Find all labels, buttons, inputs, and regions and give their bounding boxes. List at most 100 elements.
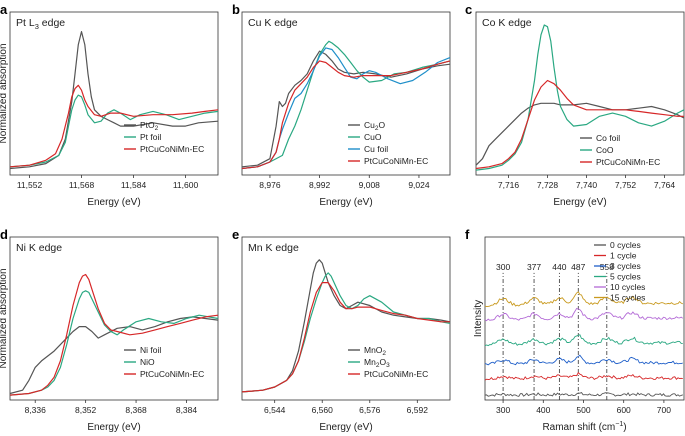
x-tick-label: 7,752	[615, 180, 637, 190]
reference-label: 377	[527, 262, 541, 272]
x-tick-label: 9,008	[359, 180, 381, 190]
x-tick-label: 8,368	[125, 405, 147, 415]
x-tick-label: 8,352	[75, 405, 97, 415]
x-tick-label: 11,584	[121, 180, 147, 190]
x-axis-label: Energy (eV)	[319, 422, 372, 433]
x-tick-label: 11,568	[69, 180, 95, 190]
panel-title: Ni K edge	[16, 242, 62, 254]
plot-frame	[475, 11, 685, 176]
x-tick-label: 7,740	[576, 180, 598, 190]
x-axis-label: Energy (eV)	[553, 197, 606, 208]
legend-label: PtCuCoNiMn-EC	[140, 369, 204, 379]
x-tick-label: 9,024	[408, 180, 430, 190]
x-tick-label: 7,764	[654, 180, 676, 190]
series-line	[9, 290, 219, 396]
series-line	[9, 273, 219, 396]
y-axis-label: Intensity	[473, 300, 484, 337]
panel-letter: f	[465, 227, 470, 242]
x-tick-label: 8,384	[176, 405, 198, 415]
raman-spectrum	[484, 334, 683, 347]
legend-label: PtCuCoNiMn-EC	[140, 144, 204, 154]
panel-letter: a	[0, 2, 8, 17]
series-line	[9, 316, 219, 395]
panel-title: Cu K edge	[248, 17, 298, 29]
legend-label: CoO	[596, 145, 614, 155]
series-line	[241, 282, 450, 393]
series-line	[9, 94, 219, 168]
legend-label: Ni foil	[140, 345, 161, 355]
panel-letter: d	[0, 227, 8, 242]
series-line	[241, 60, 451, 170]
y-axis-label: Normalized absorption	[0, 268, 9, 368]
plot-frame	[9, 11, 219, 176]
legend-label: 1 cycle	[610, 251, 637, 261]
x-tick-label: 7,728	[537, 180, 559, 190]
panel-title: Pt L3 edge	[16, 17, 65, 31]
legend-label: 15 cycles	[610, 293, 645, 303]
panel-d: d Ni K edge 8,336 8,352 8,368 8,384 Energy (eV…	[0, 227, 219, 433]
legend-label: Pt foil	[140, 132, 161, 142]
legend-label: Mn2O3	[364, 357, 390, 369]
panel-letter: b	[232, 2, 240, 17]
legend-label: NiO	[140, 357, 155, 367]
x-tick-label: 8,976	[259, 180, 281, 190]
x-axis-label: Raman shift (cm−1)	[542, 421, 626, 433]
reference-label: 487	[571, 262, 585, 272]
plot-frame	[241, 11, 451, 176]
legend-label: PtCuCoNiMn-EC	[364, 369, 428, 379]
series-line	[475, 79, 684, 170]
legend-label: PtCuCoNiMn-EC	[364, 156, 428, 166]
panel-title: Mn K edge	[248, 242, 299, 254]
raman-spectrum	[484, 307, 684, 322]
x-axis-label: Energy (eV)	[87, 422, 140, 433]
raman-spectrum	[484, 291, 683, 307]
x-tick-label: 600	[617, 405, 631, 415]
legend-label: 5 cycles	[610, 272, 641, 282]
series-line	[241, 47, 451, 170]
raman-spectrum	[484, 371, 683, 381]
series-line	[475, 102, 685, 166]
panel-e: e Mn K edge 6,544 6,560 6,576 6,592 Energy (eV…	[232, 227, 451, 433]
panel-f: f 300 400 500 600 700 Raman shift (cm−1) Intens…	[465, 227, 685, 433]
x-tick-label: 6,592	[407, 405, 429, 415]
legend-label: 3 cycles	[610, 261, 641, 271]
x-tick-label: 8,336	[25, 405, 47, 415]
x-tick-label: 500	[576, 405, 590, 415]
series-line	[241, 50, 451, 168]
series-line	[475, 24, 685, 171]
raman-spectrum	[484, 392, 683, 397]
plot-frame	[484, 236, 685, 401]
legend-label: Cu2O	[364, 120, 386, 132]
reference-label: 440	[552, 262, 566, 272]
y-axis-label: Normalized absorption	[0, 43, 9, 143]
legend-label: 10 cycles	[610, 282, 645, 292]
panel-c: c Co K edge 7,716 7,728 7,740 7,752 7,764 Energ…	[465, 2, 685, 208]
panel-letter: c	[465, 2, 472, 17]
legend-label: CuO	[364, 132, 382, 142]
x-tick-label: 11,600	[173, 180, 199, 190]
x-tick-label: 6,544	[264, 405, 286, 415]
legend-label: PtO2	[140, 120, 159, 132]
raman-spectrum	[484, 354, 683, 366]
x-tick-label: 700	[657, 405, 671, 415]
panel-b: b Cu K edge 8,976 8,992 9,008 9,024 Energy (eV…	[232, 2, 451, 208]
x-tick-label: 6,560	[312, 405, 334, 415]
series-line	[9, 31, 219, 170]
x-axis-label: Energy (eV)	[87, 197, 140, 208]
series-line	[241, 40, 451, 170]
legend-label: 0 cycles	[610, 240, 641, 250]
x-axis-label: Energy (eV)	[319, 197, 372, 208]
series-line	[9, 84, 219, 168]
x-tick-label: 7,716	[498, 180, 520, 190]
panel-a: a Pt L3 edge 11,552 11,568 11,584 11,600 Energ…	[0, 2, 219, 208]
x-tick-label: 11,552	[17, 180, 43, 190]
legend-label: MnO2	[364, 345, 386, 357]
panel-title: Co K edge	[482, 17, 532, 29]
panel-letter: e	[232, 227, 239, 242]
reference-label: 558	[600, 262, 614, 272]
legend-label: Co foil	[596, 133, 620, 143]
legend-label: PtCuCoNiMn-EC	[596, 157, 660, 167]
reference-label: 300	[496, 262, 510, 272]
x-tick-label: 400	[536, 405, 550, 415]
